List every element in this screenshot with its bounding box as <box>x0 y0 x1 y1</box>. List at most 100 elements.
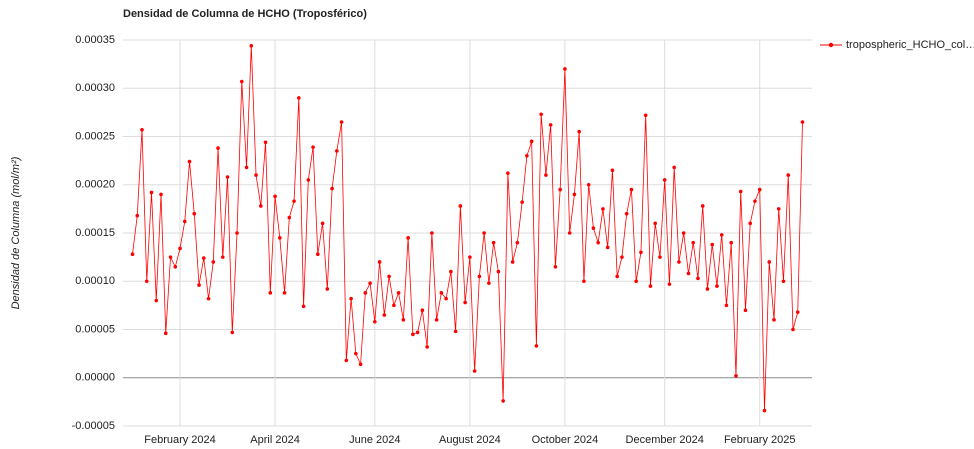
data-point <box>629 187 634 192</box>
data-point <box>268 291 273 295</box>
data-point <box>197 283 201 287</box>
data-point <box>558 187 562 192</box>
data-point <box>320 221 325 226</box>
data-point <box>520 200 524 204</box>
data-point <box>425 345 429 349</box>
data-point <box>653 221 657 226</box>
x-tick-label: February 2025 <box>724 434 796 446</box>
data-point <box>358 362 363 367</box>
data-point <box>415 330 420 335</box>
x-tick-label: April 2024 <box>250 434 300 446</box>
data-point <box>510 260 515 264</box>
data-point <box>700 204 705 208</box>
data-point <box>705 287 710 291</box>
data-point <box>458 204 463 208</box>
data-point <box>719 233 724 237</box>
data-point <box>757 187 762 192</box>
data-point <box>187 159 192 164</box>
data-point <box>501 399 505 403</box>
data-point <box>586 182 591 187</box>
legend-label: tropospheric_HCHO_col… <box>846 39 974 51</box>
data-point <box>239 79 244 84</box>
data-point <box>216 146 220 150</box>
data-point <box>729 240 734 245</box>
data-point <box>544 173 548 177</box>
data-point <box>211 260 216 264</box>
data-point <box>344 358 349 363</box>
data-point <box>325 287 330 291</box>
y-tick-label: 0.00005 <box>75 323 115 335</box>
data-point <box>377 260 382 264</box>
data-point <box>411 332 415 337</box>
data-point <box>748 221 753 226</box>
data-point <box>762 408 767 413</box>
data-point <box>691 240 696 245</box>
data-point <box>487 281 491 285</box>
data-point <box>624 211 629 216</box>
data-point <box>786 173 791 177</box>
data-point <box>168 255 173 259</box>
data-point <box>615 274 619 279</box>
data-point <box>491 240 496 245</box>
data-point <box>591 226 596 230</box>
data-point <box>506 171 510 175</box>
data-point <box>776 207 781 211</box>
data-point <box>681 231 686 235</box>
x-tick-label: February 2024 <box>144 434 216 446</box>
data-point <box>297 96 301 100</box>
data-point <box>753 199 757 203</box>
data-point <box>163 331 168 336</box>
data-point <box>468 255 472 259</box>
data-point <box>430 231 434 235</box>
data-point <box>149 190 154 195</box>
data-point <box>396 291 401 295</box>
y-tick-label: 0.00025 <box>75 130 115 142</box>
data-point <box>249 43 254 48</box>
legend-marker <box>828 42 834 48</box>
x-tick-label: June 2024 <box>349 434 400 446</box>
data-point <box>311 145 315 149</box>
data-point <box>648 284 653 288</box>
data-point <box>572 192 577 197</box>
data-point <box>220 255 225 259</box>
y-tick-label: 0.00020 <box>75 179 115 191</box>
data-point <box>406 236 410 240</box>
data-point <box>273 194 277 199</box>
data-point <box>368 281 372 285</box>
data-point <box>140 127 144 132</box>
y-axis-label: Densidad de Columna (mol/m²) <box>10 156 22 309</box>
data-point <box>354 351 358 356</box>
data-point <box>525 154 529 158</box>
y-tick-label: 0.00030 <box>75 82 115 94</box>
data-point <box>178 246 182 251</box>
y-tick-label: 0.00035 <box>75 34 115 46</box>
data-point <box>230 330 235 335</box>
data-point <box>567 231 572 235</box>
data-point <box>795 310 800 314</box>
data-point <box>515 240 520 245</box>
data-point <box>781 279 786 284</box>
data-point <box>444 296 448 301</box>
data-point <box>715 284 719 288</box>
x-tick-label: December 2024 <box>626 434 704 446</box>
data-point <box>548 123 553 127</box>
data-point <box>154 298 159 303</box>
data-point <box>658 255 662 259</box>
data-point <box>710 242 715 247</box>
data-point <box>401 318 406 322</box>
data-point <box>144 279 149 284</box>
data-point <box>159 192 163 197</box>
data-point <box>349 296 353 301</box>
data-point <box>605 245 610 250</box>
data-point <box>529 139 534 144</box>
y-tick-label: 0.00000 <box>75 372 115 384</box>
data-point <box>743 308 748 313</box>
data-point <box>259 204 263 208</box>
data-point <box>420 308 425 313</box>
data-point <box>601 207 605 211</box>
data-point <box>301 304 306 309</box>
data-point <box>738 189 743 194</box>
data-point <box>382 313 387 317</box>
